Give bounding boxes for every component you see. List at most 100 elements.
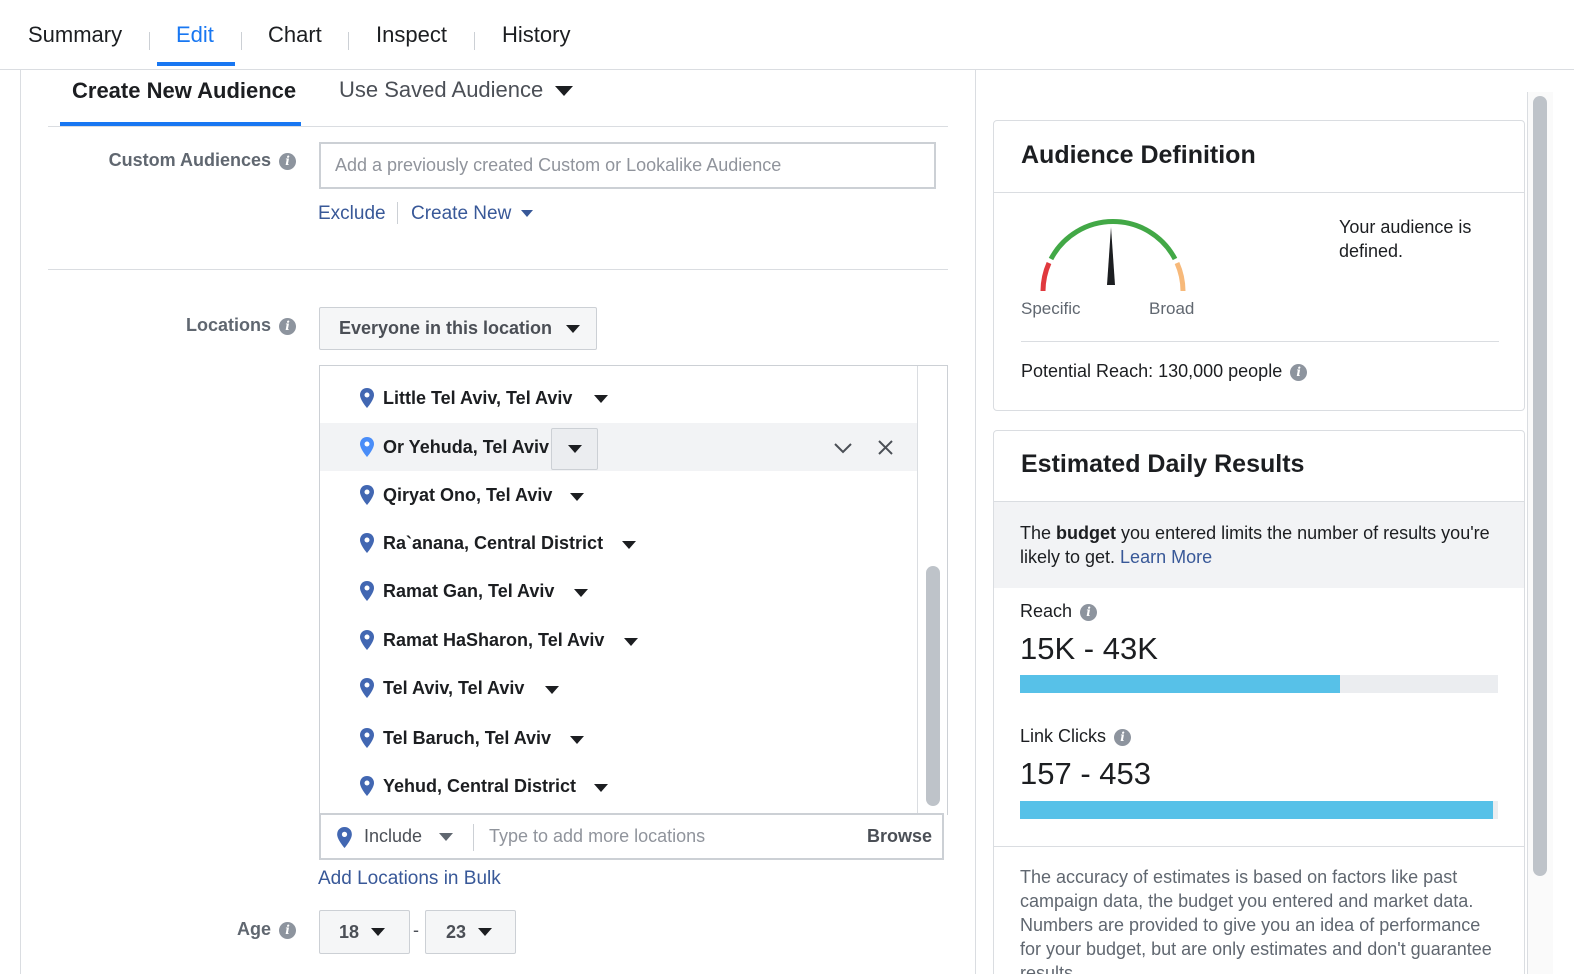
map-pin-icon xyxy=(360,581,374,601)
add-location-bar: Include Type to add more locations Brows… xyxy=(319,813,944,860)
tab-edit[interactable]: Edit xyxy=(176,22,214,47)
map-pin-icon xyxy=(337,827,352,848)
tab-use-saved-audience[interactable]: Use Saved Audience xyxy=(339,77,574,103)
info-icon[interactable]: i xyxy=(279,317,296,335)
custom-audience-placeholder: Add a previously created Custom or Looka… xyxy=(335,155,782,175)
chevron-down-icon xyxy=(439,833,454,842)
map-pin-icon xyxy=(360,678,374,698)
tab-history[interactable]: History xyxy=(502,22,571,47)
location-name: Tel Aviv, Tel Aviv xyxy=(383,677,525,698)
reach-progress-bar xyxy=(1020,675,1498,693)
age-min-dropdown[interactable]: 18 xyxy=(319,910,410,954)
link-clicks-label: Link Clicks i xyxy=(1020,726,1132,747)
chevron-down-icon[interactable] xyxy=(594,784,608,792)
chevron-down-icon[interactable] xyxy=(570,493,584,501)
create-new-link[interactable]: Create New xyxy=(411,203,533,225)
info-icon[interactable]: i xyxy=(1114,728,1132,746)
location-item[interactable]: Ramat Gan, Tel Aviv xyxy=(320,567,917,615)
location-item[interactable]: Qiryat Ono, Tel Aviv xyxy=(320,471,917,519)
tab-inspect[interactable]: Inspect xyxy=(376,22,447,47)
link-clicks-progress-bar xyxy=(1020,801,1498,819)
age-max-dropdown[interactable]: 23 xyxy=(425,910,516,954)
divider xyxy=(48,269,948,270)
tab-summary[interactable]: Summary xyxy=(28,22,123,47)
chevron-down-icon[interactable] xyxy=(570,736,584,744)
location-list-scroll-thumb[interactable] xyxy=(926,566,940,806)
selected-locations-list: Little Tel Aviv, Tel Aviv Or Yehuda, Tel… xyxy=(319,365,948,815)
map-pin-icon xyxy=(360,437,374,457)
estimate-disclaimer: The accuracy of estimates is based on fa… xyxy=(1020,867,1492,974)
tab-chart[interactable]: Chart xyxy=(268,22,322,47)
location-item[interactable]: Tel Aviv, Tel Aviv xyxy=(320,664,917,712)
map-pin-icon xyxy=(360,485,374,505)
audience-definition-title: Audience Definition xyxy=(1021,141,1256,169)
location-item[interactable]: Or Yehuda, Tel Aviv xyxy=(320,423,917,471)
chevron-down-icon[interactable] xyxy=(624,638,638,646)
active-subtab-indicator xyxy=(60,122,301,126)
location-scope-dropdown[interactable]: Everyone in this location xyxy=(319,307,597,350)
expand-chevron-icon[interactable] xyxy=(834,442,852,454)
chevron-down-icon[interactable] xyxy=(574,589,588,597)
include-label: Include xyxy=(364,826,423,846)
gauge-specific-label: Specific xyxy=(1021,299,1081,318)
chevron-down-icon[interactable] xyxy=(594,395,608,403)
chevron-down-icon xyxy=(567,445,582,453)
location-item[interactable]: Ramat HaSharon, Tel Aviv xyxy=(320,616,917,664)
location-name: Ramat HaSharon, Tel Aviv xyxy=(383,629,605,650)
audience-size-gauge xyxy=(1040,218,1186,292)
browse-button[interactable]: Browse xyxy=(867,826,933,846)
close-icon[interactable] xyxy=(878,440,893,455)
add-locations-in-bulk-link[interactable]: Add Locations in Bulk xyxy=(318,868,501,889)
location-name: Ra`anana, Central District xyxy=(383,532,604,553)
reach-value: 15K - 43K xyxy=(1020,631,1158,666)
chevron-down-icon xyxy=(566,324,581,333)
location-options-button[interactable] xyxy=(551,428,598,470)
location-item[interactable]: Little Tel Aviv, Tel Aviv xyxy=(320,374,917,422)
link-clicks-progress-fill xyxy=(1020,801,1493,819)
info-icon[interactable]: i xyxy=(1290,363,1308,381)
custom-audience-input[interactable]: Add a previously created Custom or Looka… xyxy=(319,142,936,189)
location-search-input[interactable]: Type to add more locations xyxy=(489,826,706,846)
estimated-daily-results-card: Estimated Daily Results The budget you e… xyxy=(993,430,1525,974)
reach-progress-fill xyxy=(1020,675,1340,693)
chevron-down-icon xyxy=(520,210,533,218)
divider xyxy=(994,846,1524,847)
estimated-results-title: Estimated Daily Results xyxy=(1021,450,1305,478)
age-min-value: 18 xyxy=(339,921,360,942)
tab-create-new-audience[interactable]: Create New Audience xyxy=(72,78,297,103)
info-icon[interactable]: i xyxy=(279,152,296,170)
location-item[interactable]: Yehud, Central District xyxy=(320,762,917,810)
budget-notice-text: The budget you entered limits the number… xyxy=(1020,523,1490,567)
location-item[interactable]: Tel Baruch, Tel Aviv xyxy=(320,714,917,762)
top-tab-bar: Summary Edit Chart Inspect History xyxy=(0,0,1574,70)
chevron-down-icon xyxy=(371,928,386,936)
custom-audiences-label: Custom Audiences i xyxy=(60,150,296,171)
location-name: Ramat Gan, Tel Aviv xyxy=(383,580,555,601)
include-exclude-dropdown[interactable]: Include xyxy=(364,826,454,847)
exclude-link[interactable]: Exclude xyxy=(318,203,386,224)
learn-more-link[interactable]: Learn More xyxy=(1120,547,1213,567)
tab-separator xyxy=(241,32,242,50)
link-separator xyxy=(397,202,398,224)
location-name: Tel Baruch, Tel Aviv xyxy=(383,727,552,748)
location-item[interactable]: Ra`anana, Central District xyxy=(320,519,917,567)
right-panel-scroll-thumb[interactable] xyxy=(1533,96,1547,876)
link-clicks-value: 157 - 453 xyxy=(1020,756,1151,791)
info-icon[interactable]: i xyxy=(279,921,296,939)
active-tab-indicator xyxy=(157,62,235,66)
age-label: Age i xyxy=(60,919,296,940)
tab-separator xyxy=(149,32,150,50)
chevron-down-icon xyxy=(478,928,493,936)
potential-reach-text: Potential Reach: 130,000 people xyxy=(1021,361,1283,381)
chevron-down-icon xyxy=(555,86,574,97)
divider xyxy=(48,126,948,127)
map-pin-icon xyxy=(360,728,374,748)
location-name: Little Tel Aviv, Tel Aviv xyxy=(383,387,573,408)
gauge-broad-label: Broad xyxy=(1149,299,1195,318)
chevron-down-icon[interactable] xyxy=(622,541,636,549)
tab-separator xyxy=(348,32,349,50)
chevron-down-icon[interactable] xyxy=(545,686,559,694)
divider xyxy=(994,192,1524,193)
info-icon[interactable]: i xyxy=(1080,603,1098,621)
map-pin-icon xyxy=(360,776,374,796)
